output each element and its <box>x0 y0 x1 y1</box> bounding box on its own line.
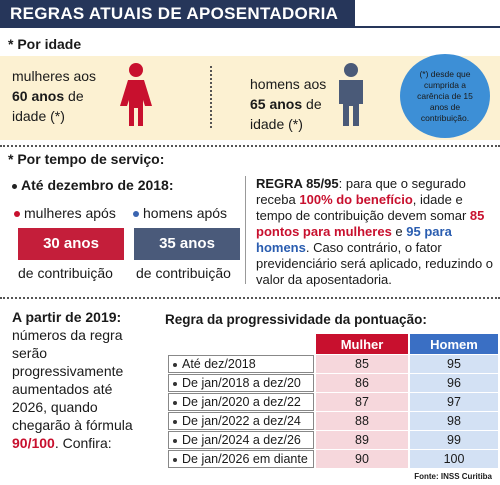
text: 95 para homens <box>256 224 452 255</box>
women-points: 88 <box>316 412 408 430</box>
text: Até dezembro de 2018: <box>21 177 174 193</box>
section-heading: * Por idade <box>8 36 82 52</box>
text: : para que o segurado receba <box>256 176 466 207</box>
text: . Confira: <box>54 435 112 451</box>
row-label: Até dez/2018 <box>168 355 314 373</box>
text: 90/100 <box>12 435 55 451</box>
men-age-text: homens aos 65 anos de idade (*) <box>250 74 326 134</box>
text: 65 anos <box>250 96 303 112</box>
text: REGRA 85/95 <box>256 176 339 191</box>
men-points: 95 <box>410 355 498 373</box>
table-row: Até dez/2018 85 95 <box>168 355 498 373</box>
text: de <box>68 88 84 104</box>
text: idade (*) <box>12 108 65 124</box>
text: idade (*) <box>250 116 303 132</box>
men-points: 97 <box>410 393 498 411</box>
rule-text: REGRA 85/95: para que o segurado receba … <box>256 176 496 288</box>
source: Fonte: INSS Curitiba <box>414 472 492 481</box>
row-label: De jan/2020 a dez/22 <box>168 393 314 411</box>
text: mulheres aos <box>12 68 97 84</box>
women-points: 90 <box>316 450 408 468</box>
contribution-label: de contribuição <box>136 265 231 281</box>
men-years: 35 anos <box>134 228 240 260</box>
row-label: De jan/2026 em diante <box>168 450 314 468</box>
column-header: Mulher <box>316 334 408 354</box>
men-points: 100 <box>410 450 498 468</box>
table-row: De jan/2024 a dez/26 89 99 <box>168 431 498 449</box>
divider <box>245 176 246 284</box>
men-label: homens após <box>133 205 227 221</box>
text: de <box>306 96 322 112</box>
table: Mulher Homem Até dez/2018 85 95 De jan/2018 … <box>166 333 500 469</box>
divider <box>210 66 212 128</box>
text: números da regra serão progressivamente … <box>12 327 133 433</box>
text: homens após <box>143 205 228 221</box>
table-row: De jan/2022 a dez/24 88 98 <box>168 412 498 430</box>
note: (*) desde que cumprida a carência de 15 … <box>417 68 473 123</box>
contribution-label: de contribuição <box>18 265 113 281</box>
women-points: 86 <box>316 374 408 392</box>
text: e <box>391 224 407 239</box>
text: 85 pontos para mulheres <box>256 208 485 239</box>
title: REGRAS ATUAIS DE APOSENTADORIA <box>10 4 339 23</box>
text: 60 anos <box>12 88 65 104</box>
row-label: De jan/2022 a dez/24 <box>168 412 314 430</box>
women-points: 87 <box>316 393 408 411</box>
section-heading: * Por tempo de serviço: <box>8 151 165 167</box>
divider <box>0 297 500 299</box>
table-row: De jan/2018 a dez/20 86 96 <box>168 374 498 392</box>
row-label: De jan/2024 a dez/26 <box>168 431 314 449</box>
empty <box>168 334 314 354</box>
text: , idade e tempo de contribuição devem so… <box>256 192 470 223</box>
women-points: 85 <box>316 355 408 373</box>
women-age-text: mulheres aos 60 anos de idade (*) <box>12 66 96 126</box>
from-2019-text: A partir de 2019: números da regra serão… <box>12 308 134 452</box>
header-rule <box>0 26 500 28</box>
row-label: De jan/2018 a dez/20 <box>168 374 314 392</box>
women-label: mulheres após <box>14 205 116 221</box>
woman-icon <box>120 63 152 126</box>
text: A partir de 2019: <box>12 309 122 325</box>
men-points: 96 <box>410 374 498 392</box>
text: mulheres após <box>24 205 116 221</box>
man-icon <box>339 63 363 126</box>
text: . Caso contrário, o fator previdenciário… <box>256 240 494 287</box>
divider <box>0 145 500 147</box>
table-row: De jan/2026 em diante 90 100 <box>168 450 498 468</box>
text: homens aos <box>250 76 327 92</box>
men-points: 98 <box>410 412 498 430</box>
table-row: De jan/2020 a dez/22 87 97 <box>168 393 498 411</box>
table-title: Regra da progressividade da pontuação: <box>165 312 427 327</box>
column-header: Homem <box>410 334 498 354</box>
women-years: 30 anos <box>18 228 124 260</box>
men-points: 99 <box>410 431 498 449</box>
header-band <box>0 0 355 27</box>
subheading: Até dezembro de 2018: <box>12 177 174 193</box>
women-points: 89 <box>316 431 408 449</box>
note-circle: (*) desde que cumprida a carência de 15 … <box>400 54 490 138</box>
text: 100% do benefício <box>299 192 413 207</box>
